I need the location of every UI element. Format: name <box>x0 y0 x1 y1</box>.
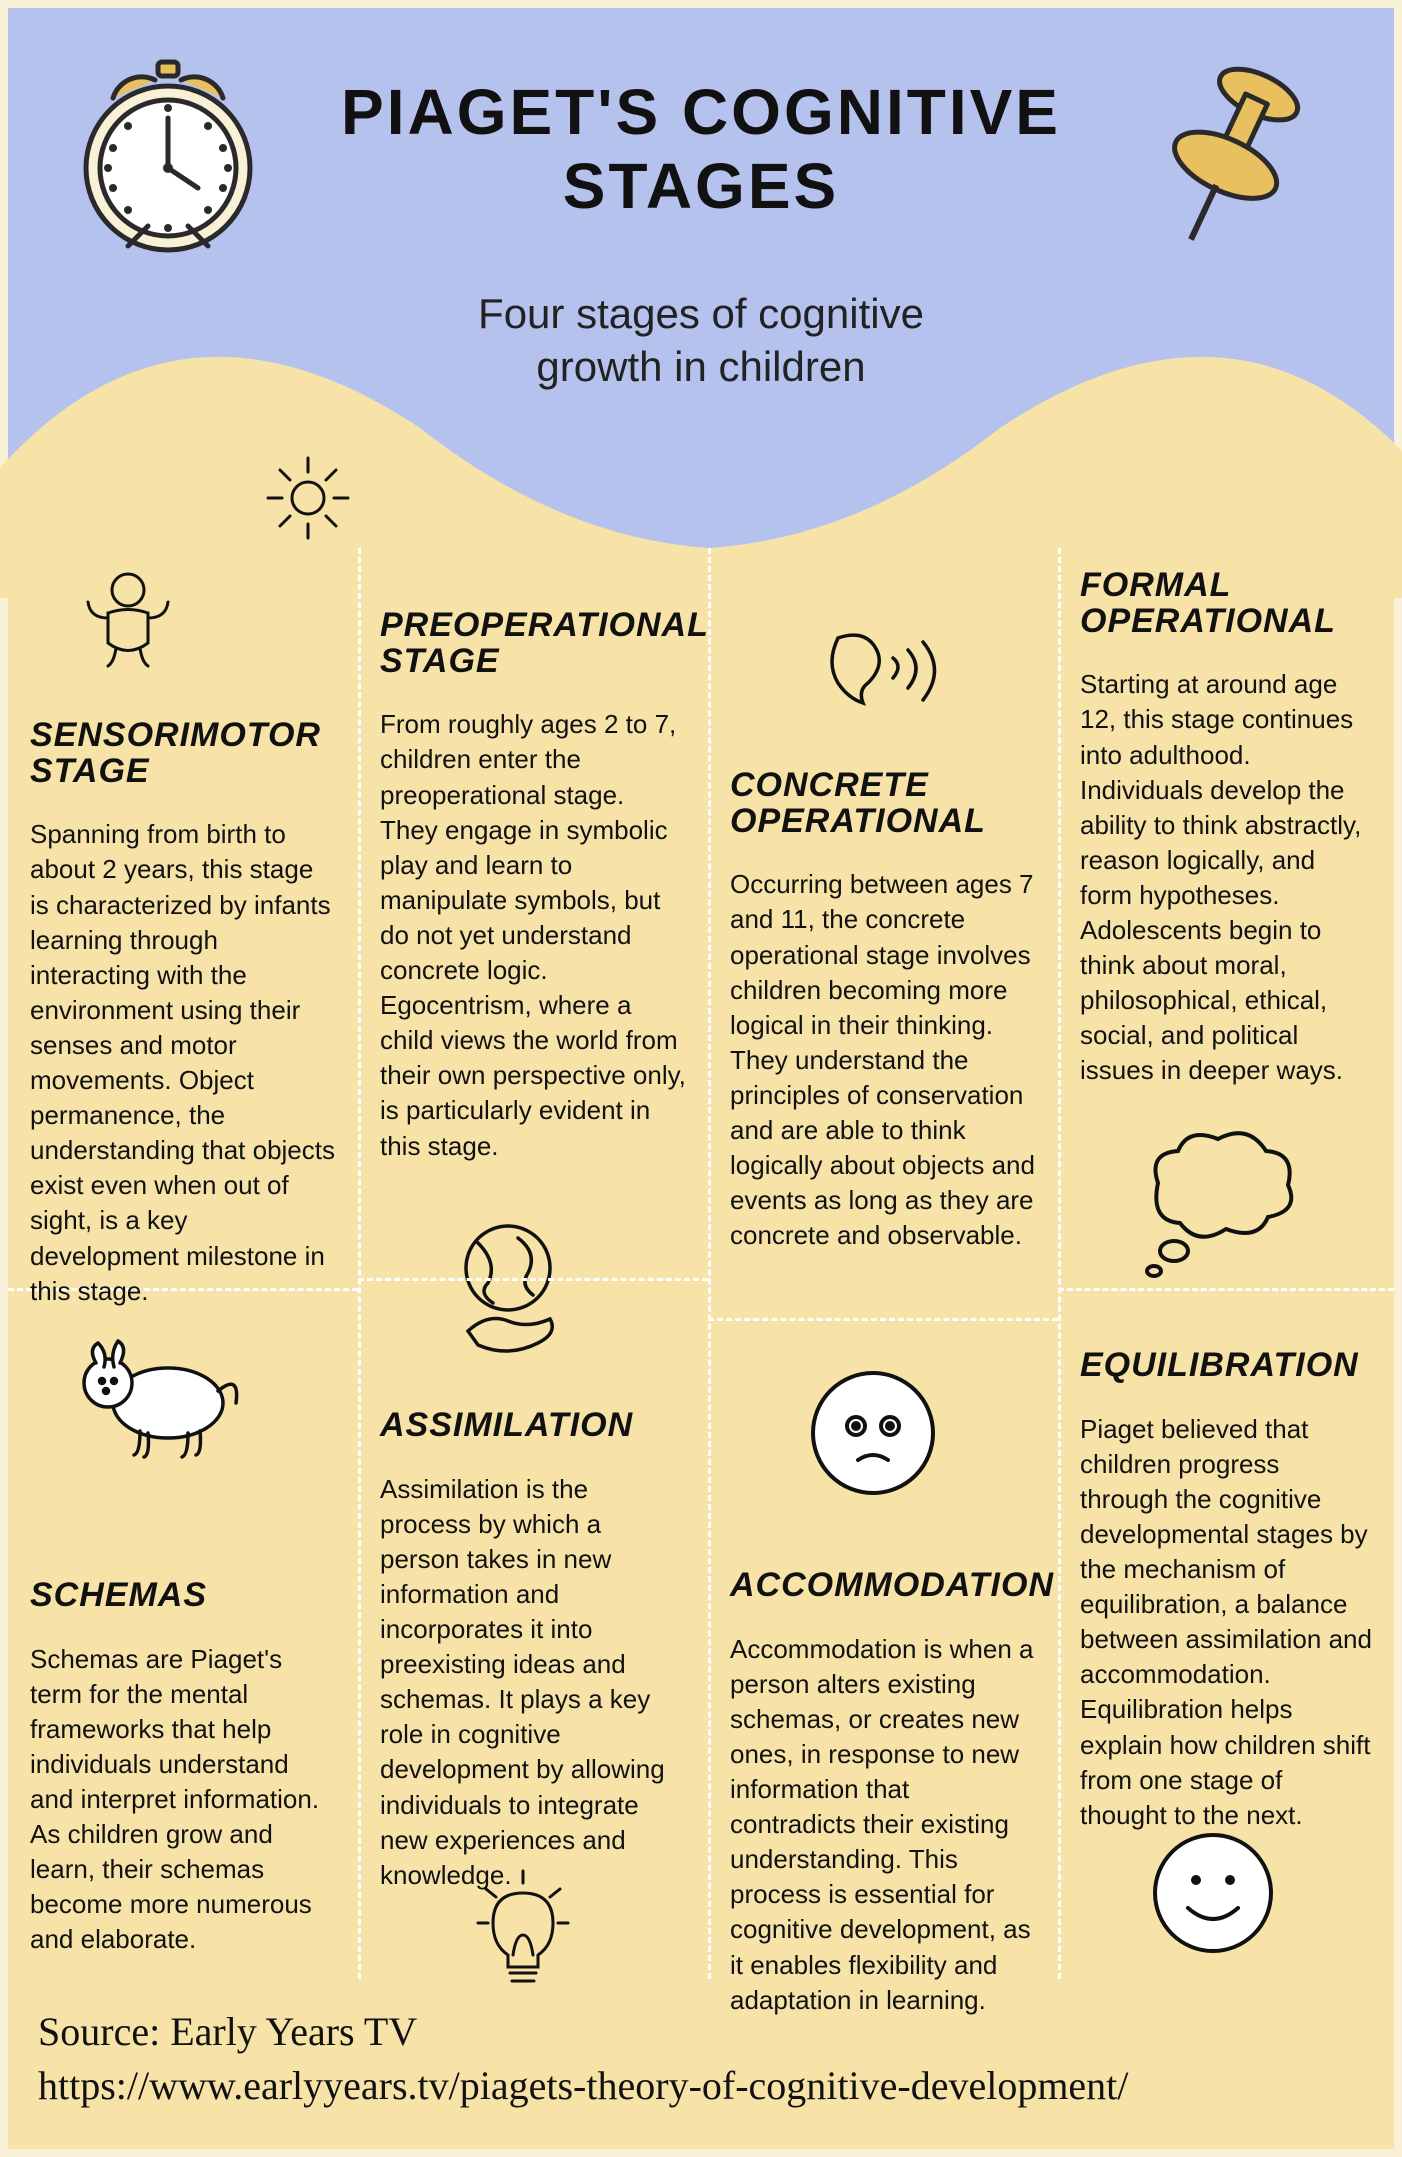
column-4: Formal Operational Starting at around ag… <box>1058 548 1394 1979</box>
section-body: Assimilation is the process by which a p… <box>380 1472 686 1893</box>
sun-icon <box>258 448 358 553</box>
section-title: Assimilation <box>380 1408 686 1444</box>
section-concrete: Concrete Operational Occurring between a… <box>730 768 1036 1253</box>
section-title: Equilibration <box>1080 1348 1372 1384</box>
section-title: Schemas <box>30 1578 336 1614</box>
content-grid: Sensorimotor Stage Spanning from birth t… <box>8 548 1394 1979</box>
section-body: Piaget believed that children progress t… <box>1080 1412 1372 1833</box>
section-body: Occurring between ages 7 and 11, the con… <box>730 867 1036 1253</box>
subtitle-line-2: growth in children <box>536 343 865 390</box>
section-body: Spanning from birth to about 2 years, th… <box>30 817 336 1308</box>
section-assimilation: Assimilation Assimilation is the process… <box>380 1408 686 1893</box>
section-body: Starting at around age 12, this stage co… <box>1080 667 1372 1088</box>
section-equilibration: Equilibration Piaget believed that child… <box>1080 1348 1372 1833</box>
infographic-page: PIAGET'S COGNITIVE STAGES Four stages of… <box>0 0 1402 2157</box>
section-preoperational: Preoperational Stage From roughly ages 2… <box>380 608 686 1164</box>
source-label: Source: Early Years TV <box>38 2005 1364 2059</box>
footer: Source: Early Years TV https://www.early… <box>38 2005 1364 2113</box>
section-sensorimotor: Sensorimotor Stage Spanning from birth t… <box>30 718 336 1309</box>
page-title: PIAGET'S COGNITIVE STAGES <box>8 76 1394 223</box>
section-title: Concrete Operational <box>730 768 1036 839</box>
subtitle-line-1: Four stages of cognitive <box>478 290 924 337</box>
section-accommodation: Accommodation Accommodation is when a pe… <box>730 1568 1036 2018</box>
section-body: Schemas are Piaget's term for the mental… <box>30 1642 336 1958</box>
title-line-1: PIAGET'S COGNITIVE <box>341 76 1061 148</box>
section-title: Sensorimotor Stage <box>30 718 336 789</box>
section-formal: Formal Operational Starting at around ag… <box>1080 568 1372 1089</box>
section-body: Accommodation is when a person alters ex… <box>730 1632 1036 2018</box>
section-body: From roughly ages 2 to 7, children enter… <box>380 707 686 1163</box>
page-subtitle: Four stages of cognitive growth in child… <box>8 288 1394 393</box>
column-1: Sensorimotor Stage Spanning from birth t… <box>8 548 358 1979</box>
source-url: https://www.earlyyears.tv/piagets-theory… <box>38 2059 1364 2113</box>
section-title: Formal Operational <box>1080 568 1372 639</box>
section-title: Accommodation <box>730 1568 1036 1604</box>
column-3: Concrete Operational Occurring between a… <box>708 548 1058 1979</box>
column-2: Preoperational Stage From roughly ages 2… <box>358 548 708 1979</box>
title-line-2: STAGES <box>563 150 839 222</box>
section-title: Preoperational Stage <box>380 608 686 679</box>
section-schemas: Schemas Schemas are Piaget's term for th… <box>30 1578 336 1958</box>
